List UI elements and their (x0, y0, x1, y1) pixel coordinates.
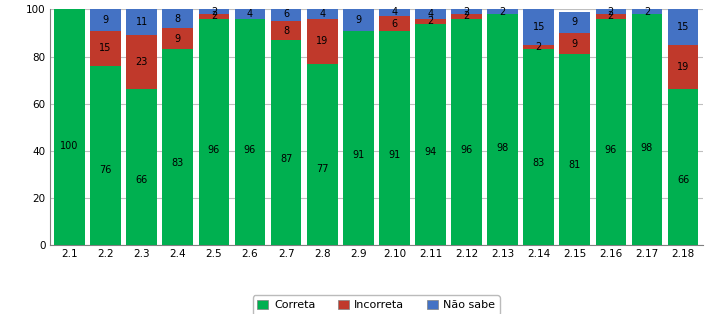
Bar (596, 9, 626, 14)
Bar (307, 9, 337, 19)
Bar (451, 14, 482, 19)
Text: 81: 81 (569, 160, 581, 170)
Text: 96: 96 (244, 145, 256, 155)
Bar (559, 12, 590, 33)
Text: 19: 19 (316, 36, 328, 46)
Bar (523, 9, 554, 45)
Bar (632, 9, 662, 14)
Text: 83: 83 (532, 158, 545, 168)
Bar (199, 9, 229, 14)
Text: 9: 9 (572, 39, 578, 49)
Text: 96: 96 (605, 145, 617, 155)
Bar (271, 21, 302, 40)
Bar (199, 14, 229, 19)
Bar (234, 19, 266, 245)
Text: 8: 8 (175, 14, 181, 24)
Bar (199, 19, 229, 245)
Text: 66: 66 (677, 175, 689, 185)
Text: 91: 91 (352, 150, 364, 160)
Text: 4: 4 (247, 9, 253, 19)
Bar (90, 31, 121, 66)
Bar (126, 9, 157, 35)
Text: 94: 94 (425, 147, 437, 157)
Text: 6: 6 (391, 19, 398, 29)
Bar (271, 40, 302, 245)
Text: 15: 15 (677, 22, 689, 32)
Bar (307, 19, 337, 63)
Bar (596, 19, 626, 245)
Text: 11: 11 (136, 17, 148, 27)
Bar (163, 49, 193, 245)
Bar (271, 7, 302, 21)
Bar (415, 9, 446, 19)
Bar (487, 14, 518, 245)
Text: 4: 4 (319, 9, 325, 19)
Bar (667, 45, 699, 89)
Text: 9: 9 (355, 15, 361, 25)
Text: 4: 4 (391, 7, 398, 17)
Text: 6: 6 (283, 9, 289, 19)
Text: 96: 96 (460, 145, 473, 155)
Bar (126, 89, 157, 245)
Bar (54, 9, 85, 245)
Text: 100: 100 (60, 141, 79, 151)
Bar (415, 24, 446, 245)
Text: 91: 91 (388, 150, 400, 160)
Text: 2: 2 (211, 7, 217, 17)
Text: 2: 2 (211, 12, 217, 21)
Bar (379, 7, 410, 16)
Bar (596, 14, 626, 19)
Bar (379, 16, 410, 31)
Bar (415, 19, 446, 24)
Bar (234, 9, 266, 19)
Bar (307, 63, 337, 245)
Text: 87: 87 (280, 154, 293, 164)
Text: 2: 2 (608, 12, 614, 21)
Text: 98: 98 (641, 143, 653, 153)
Text: 2: 2 (464, 7, 469, 17)
Bar (523, 49, 554, 245)
Legend: Correta, Incorreta, Não sabe: Correta, Incorreta, Não sabe (253, 295, 500, 314)
Bar (632, 14, 662, 245)
Bar (451, 9, 482, 14)
Text: 8: 8 (283, 26, 289, 35)
Bar (343, 31, 373, 245)
Text: 98: 98 (496, 143, 509, 153)
Text: 9: 9 (175, 34, 181, 44)
Text: 15: 15 (532, 22, 545, 32)
Bar (667, 89, 699, 245)
Bar (487, 9, 518, 14)
Text: 9: 9 (572, 17, 578, 27)
Bar (559, 33, 590, 54)
Text: 2: 2 (644, 7, 650, 17)
Text: 2: 2 (499, 7, 506, 17)
Bar (90, 66, 121, 245)
Text: 2: 2 (535, 42, 542, 52)
Text: 2: 2 (427, 16, 434, 26)
Bar (559, 54, 590, 245)
Bar (126, 35, 157, 89)
Bar (379, 31, 410, 245)
Bar (451, 19, 482, 245)
Text: 77: 77 (316, 164, 329, 174)
Text: 96: 96 (208, 145, 220, 155)
Text: 9: 9 (102, 15, 109, 25)
Text: 2: 2 (608, 7, 614, 17)
Text: 83: 83 (172, 158, 184, 168)
Text: 66: 66 (136, 175, 148, 185)
Text: 23: 23 (136, 57, 148, 68)
Bar (90, 9, 121, 31)
Bar (163, 28, 193, 49)
Bar (667, 9, 699, 45)
Text: 2: 2 (464, 12, 469, 21)
Text: 76: 76 (99, 165, 111, 175)
Bar (163, 9, 193, 28)
Bar (343, 9, 373, 31)
Text: 19: 19 (677, 62, 689, 72)
Bar (523, 45, 554, 49)
Text: 4: 4 (427, 9, 434, 19)
Text: 15: 15 (99, 43, 111, 53)
